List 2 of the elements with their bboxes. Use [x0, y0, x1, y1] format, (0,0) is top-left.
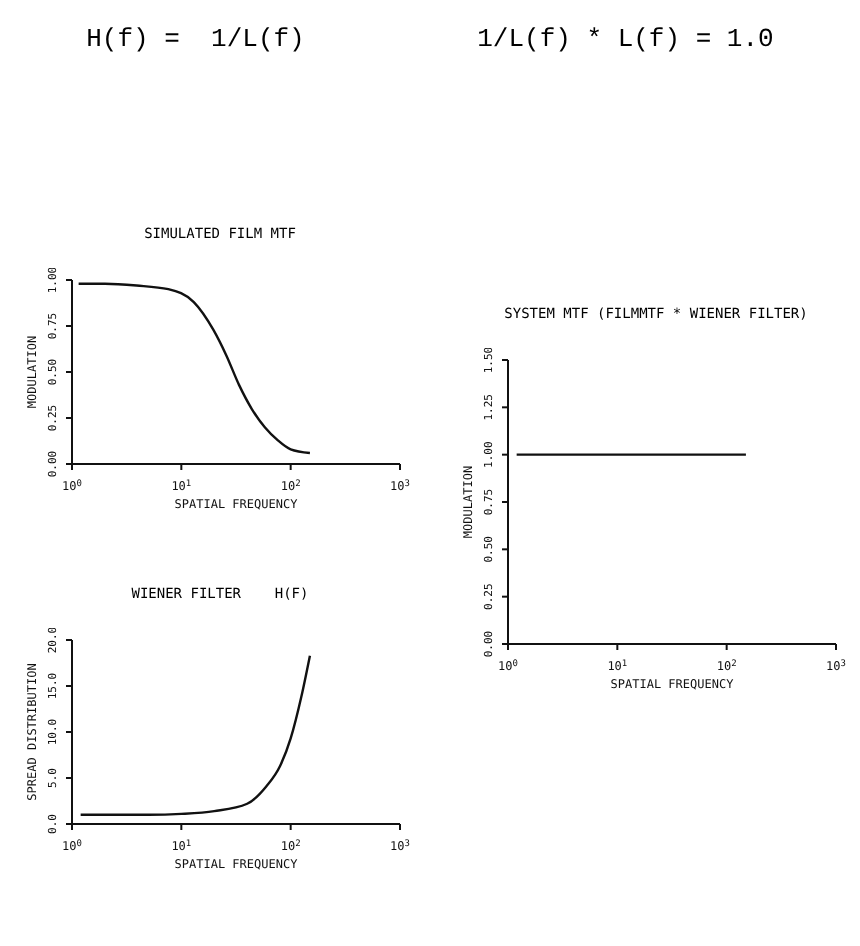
text: H(f) = 1/L(f): [86, 24, 305, 54]
text: 1/L(f) * L(f) = 1.0: [477, 24, 774, 54]
